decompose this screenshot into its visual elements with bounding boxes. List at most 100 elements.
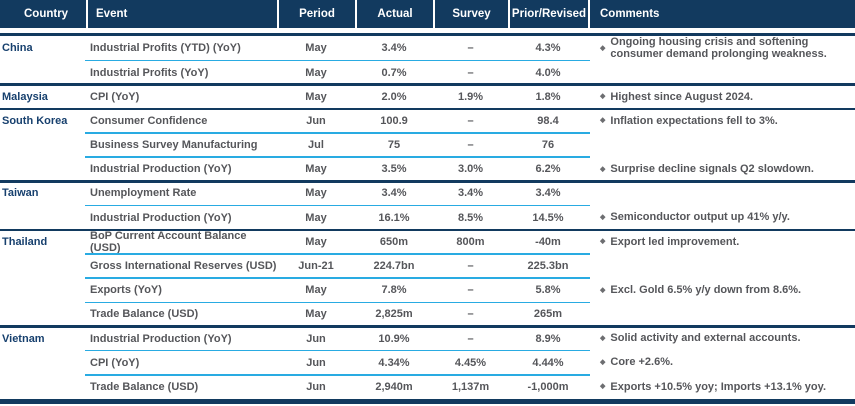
survey-cell: 800m	[456, 235, 485, 248]
country-cell: Malaysia	[2, 90, 48, 103]
table-row: Gross International Reserves (USD) Jun-2…	[0, 253, 855, 278]
period-cell: Jul	[308, 139, 324, 152]
comment-cell: ◆ Ongoing housing crisis and softening c…	[588, 36, 855, 61]
prior-revised-cell: 14.5%	[532, 211, 564, 224]
diamond-bullet-icon: ◆	[600, 93, 606, 101]
header-actual: Actual	[355, 0, 433, 28]
diamond-bullet-icon: ◆	[600, 165, 606, 173]
actual-cell: 650m	[379, 235, 409, 248]
event-cell: Exports (YoY)	[90, 284, 162, 297]
table-row: CPI (YoY) Jun 4.34% 4.45% 4.44% ◆ Core +…	[0, 349, 855, 375]
table-row: China Industrial Profits (YTD) (YoY) May…	[0, 36, 855, 61]
comment-cell: ◆ Core +2.6%.	[588, 356, 855, 369]
actual-cell: 3.5%	[381, 163, 407, 176]
prior-revised-cell: 76	[541, 139, 555, 152]
period-cell: May	[305, 308, 327, 321]
country-cell: Taiwan	[2, 187, 39, 200]
period-cell: May	[305, 284, 327, 297]
event-cell: Industrial Production (YoY)	[90, 211, 232, 224]
diamond-bullet-icon: ◆	[600, 359, 606, 367]
diamond-bullet-icon: ◆	[600, 383, 606, 391]
comment-text: Semiconductor output up 41% y/y.	[610, 211, 790, 224]
prior-revised-cell: 6.2%	[535, 163, 561, 176]
survey-cell: 4.45%	[454, 356, 487, 369]
table-row: Business Survey Manufacturing Jul 75 – 7…	[0, 132, 855, 157]
comment-text: Ongoing housing crisis and softening con…	[610, 35, 827, 61]
event-cell: Consumer Confidence	[90, 114, 208, 127]
event-cell: Industrial Production (YoY)	[90, 332, 232, 345]
comment-cell: ◆ Export led improvement.	[588, 236, 855, 249]
prior-revised-cell: 1.8%	[535, 90, 561, 103]
prior-revised-cell: 5.8%	[535, 284, 561, 297]
country-cell: China	[2, 42, 33, 54]
actual-cell: 3.4%	[381, 42, 407, 54]
prior-revised-cell: -1,000m	[527, 380, 569, 393]
prior-revised-cell: 4.3%	[535, 42, 561, 54]
survey-cell: 8.5%	[457, 211, 484, 224]
country-cell: South Korea	[2, 114, 68, 127]
survey-cell: –	[467, 284, 474, 297]
period-cell: May	[305, 66, 327, 79]
actual-cell: 2.0%	[381, 90, 407, 103]
comment-text: Solid activity and external accounts.	[610, 332, 801, 345]
event-cell: Business Survey Manufacturing	[90, 139, 258, 152]
diamond-bullet-icon: ◆	[600, 44, 606, 52]
survey-cell: 1,137m	[451, 380, 490, 393]
actual-cell: 16.1%	[378, 211, 410, 224]
period-cell: Jun-21	[298, 260, 334, 272]
period-cell: May	[305, 163, 327, 176]
comment-cell: ◆ Surprise decline signals Q2 slowdown.	[588, 163, 855, 176]
diamond-bullet-icon: ◆	[600, 214, 606, 222]
header-period: Period	[277, 0, 355, 28]
table-row: Malaysia CPI (YoY) May 2.0% 1.9% 1.8% ◆ …	[0, 83, 855, 109]
table-row: South Korea Consumer Confidence Jun 100.…	[0, 107, 855, 133]
diamond-bullet-icon: ◆	[600, 335, 606, 343]
actual-cell: 10.9%	[378, 332, 410, 345]
actual-cell: 4.34%	[378, 356, 410, 369]
actual-cell: 2,825m	[375, 308, 413, 321]
table-row: Trade Balance (USD) Jun 2,940m 1,137m -1…	[0, 374, 855, 399]
comment-text: Inflation expectations fell to 3%.	[610, 114, 778, 127]
prior-revised-cell: 225.3bn	[527, 260, 569, 272]
header-survey: Survey	[433, 0, 508, 28]
prior-revised-cell: 98.4	[537, 114, 559, 127]
actual-cell: 224.7bn	[373, 260, 415, 272]
comment-text: Exports +10.5% yoy; Imports +13.1% yoy.	[610, 380, 827, 393]
table-row: Exports (YoY) May 7.8% – 5.8% ◆ Excl. Go…	[0, 277, 855, 302]
comment-cell: ◆ Exports +10.5% yoy; Imports +13.1% yoy…	[588, 381, 855, 394]
prior-revised-cell: -40m	[535, 235, 561, 248]
survey-cell: –	[467, 332, 474, 345]
country-cell: Thailand	[2, 235, 48, 248]
comment-text: Excl. Gold 6.5% y/y down from 8.6%.	[610, 283, 802, 296]
actual-cell: 75	[387, 139, 401, 152]
period-cell: May	[305, 42, 327, 54]
survey-cell: –	[467, 66, 474, 79]
prior-revised-cell: 3.4%	[535, 187, 561, 200]
survey-cell: –	[467, 114, 474, 127]
period-cell: May	[305, 187, 327, 200]
table-row: Trade Balance (USD) May 2,825m – 265m	[0, 301, 855, 326]
event-cell: Gross International Reserves (USD)	[90, 260, 277, 272]
comment-text: Core +2.6%.	[610, 356, 674, 369]
country-cell: Vietnam	[2, 332, 45, 345]
period-cell: May	[305, 90, 327, 103]
comment-text: Export led improvement.	[610, 235, 740, 248]
comment-cell: ◆ Highest since August 2024.	[588, 91, 855, 104]
comment-cell: ◆ Excl. Gold 6.5% y/y down from 8.6%.	[588, 284, 855, 297]
actual-cell: 2,940m	[375, 380, 413, 393]
comment-text: Highest since August 2024.	[610, 90, 754, 103]
actual-cell: 7.8%	[381, 284, 407, 297]
event-cell: Trade Balance (USD)	[90, 380, 199, 393]
period-cell: Jun	[306, 332, 326, 345]
diamond-bullet-icon: ◆	[600, 238, 606, 246]
table-row: Thailand BoP Current Account Balance (US…	[0, 228, 855, 254]
table-row: Industrial Production (YoY) May 3.5% 3.0…	[0, 156, 855, 181]
diamond-bullet-icon: ◆	[600, 117, 606, 125]
header-event: Event	[86, 0, 277, 28]
prior-revised-cell: 4.44%	[532, 356, 564, 369]
event-cell: BoP Current Account Balance (USD)	[90, 229, 247, 254]
table-header-row: Country Event Period Actual Survey Prior…	[0, 0, 855, 28]
survey-cell: 3.4%	[457, 187, 484, 200]
survey-cell: –	[467, 260, 474, 272]
